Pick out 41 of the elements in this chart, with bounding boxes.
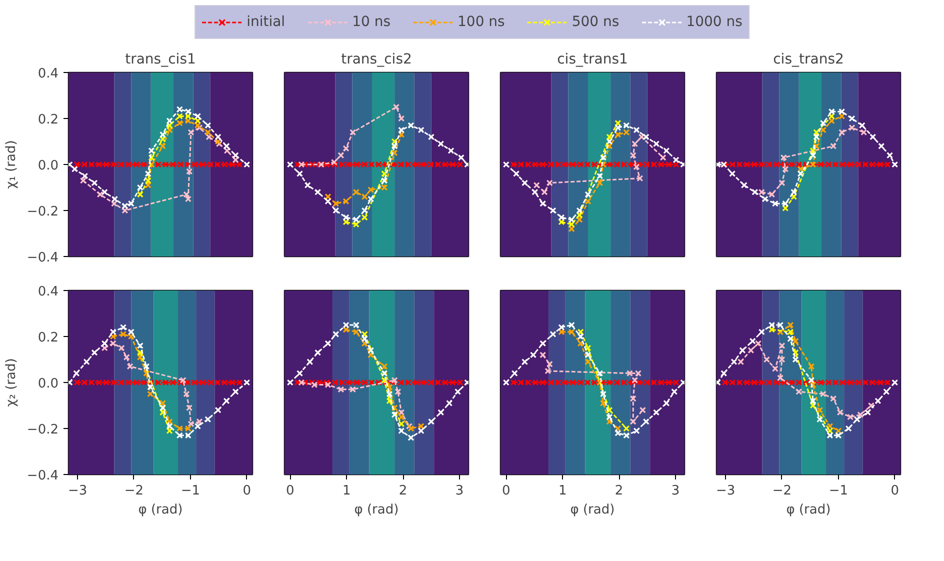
x-tick-label: 3 [671,484,680,498]
x-tick-label: −3 [68,484,88,498]
y-tick-label: 0.0 [38,158,59,174]
legend-label: 100 ns [458,14,505,30]
y-tick-label: −0.4 [26,468,59,484]
x-tick-label: 0 [890,484,899,498]
x-tick-label: 2 [614,484,624,498]
x-axis-title: φ (rad) [570,502,615,518]
chart-title: trans_cis2 [341,52,412,68]
x-tick-label: 2 [398,484,408,498]
y-tick-label: 0.0 [38,376,59,392]
x-tick-label: −1 [180,484,200,498]
y-tick-label: −0.4 [26,250,59,266]
legend-label: 500 ns [572,14,620,30]
x-tick-label: −2 [772,484,792,498]
y-tick-label: 0.2 [38,330,59,346]
y-tick-label: 0.2 [38,112,59,128]
legend-label: 1000 ns [686,14,742,30]
y-tick-label: 0.4 [38,66,59,82]
x-axis-title: φ (rad) [354,502,399,518]
y-tick-label: 0.4 [38,284,59,300]
x-tick-label: 1 [558,484,567,498]
y-axis-title: χ₂ (rad) [4,358,19,407]
x-tick-label: 0 [286,484,294,498]
legend-label: initial [246,14,286,30]
x-tick-label: 1 [342,484,351,498]
y-axis-title: χ₁ (rad) [4,140,19,189]
chart-title: cis_trans1 [557,52,628,68]
chart-title: trans_cis1 [125,52,196,68]
x-tick-label: 0 [242,484,251,498]
y-tick-label: −0.2 [26,422,59,438]
x-tick-label: 3 [455,484,464,498]
x-tick-label: −2 [124,484,144,498]
legend-label: 10 ns [352,14,390,30]
x-tick-label: 0 [502,484,510,498]
y-tick-label: −0.2 [26,204,59,220]
x-axis-title: φ (rad) [138,502,183,518]
x-tick-label: −3 [716,484,736,498]
chart-title: cis_trans2 [773,52,844,68]
x-axis-title: φ (rad) [786,502,831,518]
x-tick-label: −1 [828,484,848,498]
